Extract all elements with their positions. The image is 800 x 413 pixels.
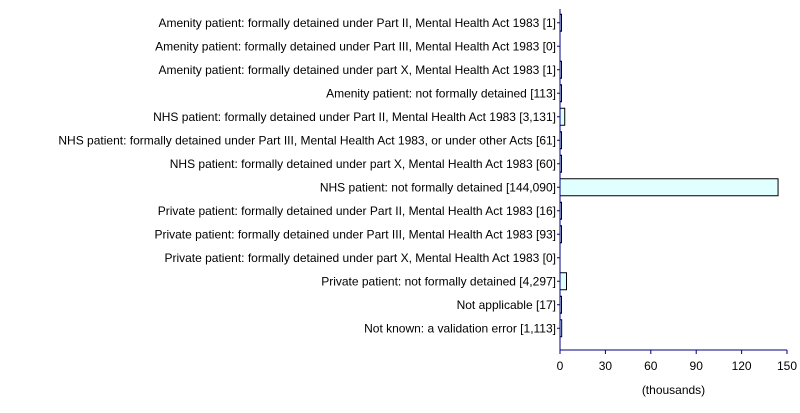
category-label: Amenity patient: not formally detained [… bbox=[326, 86, 556, 100]
x-axis-label: (thousands) bbox=[642, 383, 705, 397]
x-tick-label: 60 bbox=[644, 359, 658, 373]
category-label: Private patient: not formally detained [… bbox=[321, 274, 556, 288]
x-tick-label: 150 bbox=[777, 359, 797, 373]
bar bbox=[559, 272, 568, 291]
category-label: Private patient: formally detained under… bbox=[154, 227, 556, 241]
category-label: Private patient: formally detained under… bbox=[164, 251, 556, 265]
category-label: Amenity patient: formally detained under… bbox=[158, 63, 556, 77]
category-label: NHS patient: formally detained under Par… bbox=[58, 133, 556, 147]
bar bbox=[559, 107, 566, 126]
category-label: NHS patient: not formally detained [144,… bbox=[320, 180, 556, 194]
x-tick-label: 90 bbox=[690, 359, 704, 373]
bar bbox=[559, 178, 779, 197]
category-label: Amenity patient: formally detained under… bbox=[155, 39, 556, 53]
category-label: Amenity patient: formally detained under… bbox=[158, 16, 556, 30]
x-tick-label: 0 bbox=[557, 359, 564, 373]
x-tick-label: 30 bbox=[599, 359, 613, 373]
category-label: NHS patient: formally detained under Par… bbox=[153, 110, 556, 124]
x-tick-label: 120 bbox=[732, 359, 752, 373]
category-label: Not applicable [17] bbox=[457, 298, 556, 312]
category-label: Not known: a validation error [1,113] bbox=[364, 321, 556, 335]
category-label: NHS patient: formally detained under par… bbox=[170, 157, 556, 171]
category-label: Private patient: formally detained under… bbox=[158, 204, 556, 218]
